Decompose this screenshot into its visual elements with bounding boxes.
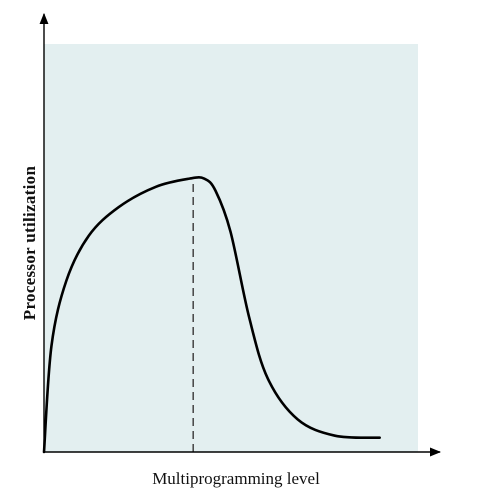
utilization-curve [42,176,381,454]
y-axis-label: Processor utilization [20,166,39,321]
plot-background [44,44,418,452]
x-axis-label: Multiprogramming level [152,469,320,488]
